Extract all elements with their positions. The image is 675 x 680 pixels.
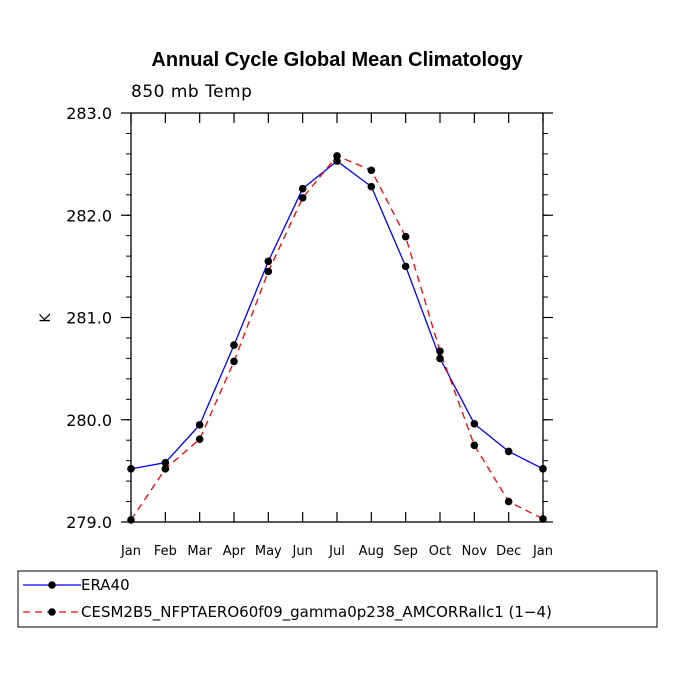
y-tick-label: 283.0 (66, 104, 112, 123)
series-1-point (367, 182, 376, 191)
series-layer (127, 152, 547, 524)
legend-marker-1 (48, 581, 56, 589)
chart-title: Annual Cycle Global Mean Climatology (151, 49, 523, 71)
series-2-point (401, 232, 410, 241)
series-line-1 (130, 160, 544, 470)
x-tick-label: Feb (154, 544, 177, 559)
x-tick-label: Aug (359, 544, 384, 559)
series-2-point (504, 497, 513, 506)
series-1-point (161, 458, 170, 467)
series-1-point (195, 421, 204, 429)
series-1-point (436, 354, 444, 363)
legend: ERA40 CESM2B5_NFPTAERO60f09_gamma0p238_AM… (17, 570, 658, 628)
series-2-point (470, 441, 479, 450)
x-tick-label: Jan (120, 544, 141, 559)
series-1-point (230, 341, 238, 349)
series-2-point (333, 152, 341, 160)
plot-frame (130, 112, 544, 523)
y-tick-label: 281.0 (66, 309, 112, 328)
axes-layer: Jan Feb Mar Apr May Jun Jul Aug Sep Oct Nov Dec Jan 2… (66, 104, 553, 559)
legend-box (17, 570, 658, 628)
x-tick-label: Sep (393, 544, 418, 559)
series-2-point (436, 347, 444, 356)
y-tick-label: 280.0 (66, 411, 112, 430)
series-2-point (195, 435, 204, 443)
series-2-point (298, 194, 307, 202)
x-tick-label: Oct (429, 544, 451, 559)
y-tick-label: 279.0 (66, 513, 112, 532)
chart-subtitle: 850 mb Temp (131, 82, 252, 102)
series-1-point (127, 465, 135, 473)
series-2-point (230, 357, 238, 366)
legend-marker-2 (48, 608, 56, 616)
x-tick-label: Mar (187, 544, 212, 559)
x-tick-label: Apr (223, 544, 246, 559)
legend-label-1: ERA40 (81, 576, 130, 594)
series-2-point (127, 516, 135, 524)
series-1-point (298, 184, 307, 193)
series-1-point (470, 420, 479, 428)
series-1-point (504, 447, 513, 456)
series-2-point (264, 267, 273, 276)
x-tick-label: May (255, 544, 282, 559)
y-axis-label: K (38, 313, 54, 323)
x-tick-label: Jan (532, 544, 553, 559)
x-tick-label: Dec (496, 544, 521, 559)
x-tick-label: Jun (292, 544, 313, 559)
series-1-point (264, 257, 273, 266)
x-tick-label: Jul (328, 544, 345, 559)
series-2-point (161, 465, 170, 473)
series-2-point (539, 515, 547, 523)
series-1-point (401, 262, 410, 271)
series-line-2 (130, 155, 544, 521)
x-tick-label: Nov (462, 544, 488, 559)
series-1-point (539, 465, 547, 473)
y-tick-label: 282.0 (66, 206, 112, 225)
legend-label-2: CESM2B5_NFPTAERO60f09_gamma0p238_AMCORRa… (81, 603, 552, 622)
series-2-point (367, 166, 376, 175)
